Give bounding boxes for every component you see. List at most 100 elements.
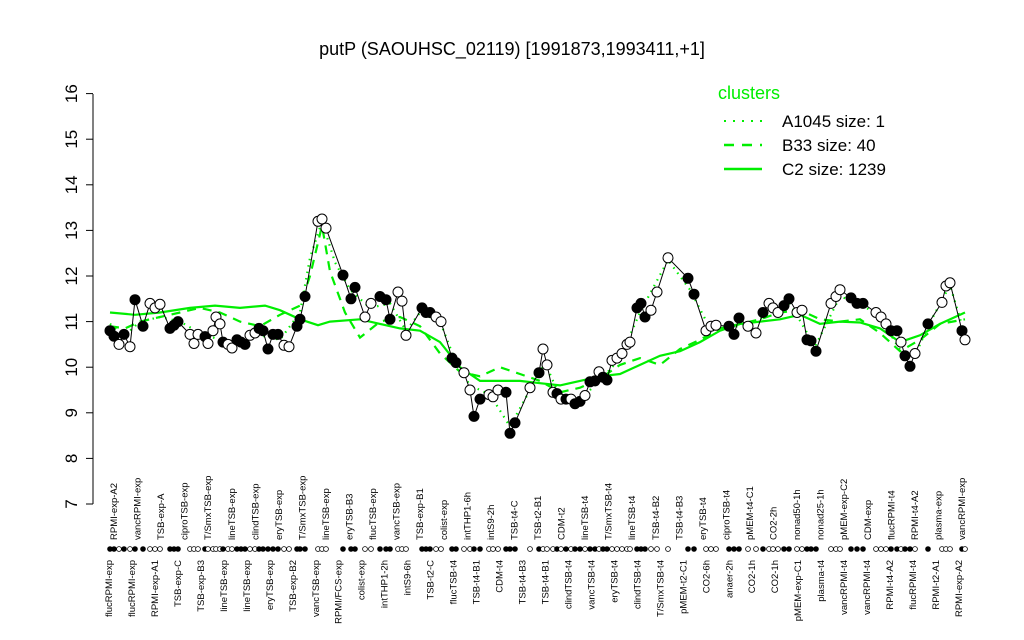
y-tick-label: 7 [62, 499, 81, 508]
rug-mark [962, 546, 968, 552]
sample-label: lineTSB-t4 [580, 496, 591, 540]
rug-mark [609, 546, 615, 552]
rug-mark [577, 546, 583, 552]
data-point [129, 294, 141, 306]
sample-label: colist-exp [439, 500, 450, 540]
rug-mark [786, 546, 792, 552]
sample-label: ciproTSB-exp [180, 482, 191, 540]
rug-mark [175, 546, 181, 552]
rug-mark [512, 546, 518, 552]
sample-label: lineTSB-exp [227, 488, 238, 540]
legend-title: clusters [718, 83, 780, 103]
chart-title: putP (SAOUHSC_02119) [1991873,1993411,+1… [319, 39, 705, 60]
rug-mark [731, 546, 737, 552]
sample-label: TSB-exp-B2 [288, 560, 299, 612]
data-point [345, 293, 357, 305]
rug-mark [848, 546, 854, 552]
sample-label: CDM-t2 [557, 507, 568, 540]
data-point [509, 417, 521, 429]
data-point [207, 325, 219, 337]
data-point [728, 328, 740, 340]
rug-mark [281, 546, 287, 552]
sample-label: flucRPMI-t4 [908, 560, 919, 610]
data-point [624, 336, 636, 348]
sample-label: TSB-t4-B2 [651, 496, 662, 540]
rug-mark [247, 546, 253, 552]
data-point [283, 341, 295, 353]
sample-label: intS9-2h [486, 505, 497, 540]
y-tick-label: 11 [62, 313, 81, 331]
sample-label: anaer-2h [724, 560, 735, 598]
sample-label: vancTSB-t4 [586, 560, 597, 610]
legend-label-a1045: A1045 size: 1 [782, 112, 885, 131]
rug-mark [490, 546, 496, 552]
sample-label: vancRPMI-exp [957, 478, 968, 540]
sample-label: lineTSB-exp [219, 560, 230, 612]
data-point [450, 357, 462, 369]
data-point [504, 427, 516, 439]
data-point [834, 284, 846, 296]
rug-mark [760, 546, 766, 552]
rug-mark [828, 546, 834, 552]
data-point [380, 294, 392, 306]
series-line-solid [109, 304, 966, 387]
sample-label: eryTSB-t4 [698, 497, 709, 540]
rug-mark [275, 546, 281, 552]
data-point [783, 293, 795, 305]
series-line-dotted [109, 217, 967, 429]
data-point [118, 328, 130, 340]
rug-mark [691, 546, 697, 552]
data-point [464, 384, 476, 396]
rug-mark [947, 546, 953, 552]
data-point [349, 281, 361, 293]
sample-label: TSB-t2-C [426, 560, 437, 600]
rug-mark [195, 546, 201, 552]
data-point [188, 338, 200, 349]
data-point [616, 348, 628, 359]
rug-mark [665, 546, 671, 552]
sample-label: ciproTSB-t4 [721, 490, 732, 540]
data-point [895, 336, 907, 348]
rug-mark [527, 546, 533, 552]
rug-mark [507, 546, 513, 552]
data-point [909, 348, 921, 359]
data-point [392, 286, 404, 298]
data-point [337, 269, 349, 281]
rug-mark [495, 546, 501, 552]
sample-label: T/SmxTSB-exp [203, 476, 214, 540]
rug-mark [229, 546, 235, 552]
data-point [742, 320, 754, 332]
rug-mark [286, 546, 292, 552]
cluster-lines [109, 217, 967, 429]
sample-label: CO2-1h [747, 560, 758, 593]
sample-label: eryTSB-B3 [345, 494, 356, 540]
sample-label: RPMI-exp-A2 [109, 483, 120, 540]
data-point [384, 313, 396, 325]
rug-mark [427, 546, 433, 552]
rug-mark [461, 546, 467, 552]
data-point [936, 296, 948, 308]
rug-mark [297, 546, 303, 552]
sample-label: TSB-t4-B1 [540, 560, 551, 604]
rug-mark [377, 546, 383, 552]
rug-mark [837, 546, 843, 552]
sample-label: lineTSB-t4 [627, 496, 638, 540]
rug-mark [912, 546, 918, 552]
y-tick-label: 14 [62, 175, 81, 194]
sample-label: TSB-t4-B3 [518, 560, 529, 604]
rug-mark [544, 546, 550, 552]
sample-label: TSB-exp-B1 [415, 488, 426, 540]
y-tick-label: 16 [62, 84, 81, 103]
data-point [635, 297, 647, 309]
data-point [682, 272, 694, 284]
sample-label: clindTSB-exp [250, 484, 261, 541]
sample-label: RPMI-exp-A2 [954, 560, 965, 617]
data-point [757, 307, 769, 318]
rug-mark [726, 546, 732, 552]
sample-label: pMEM-t2-C1 [678, 560, 689, 614]
data-point [645, 304, 657, 316]
sample-label: flucTSB-t4 [449, 560, 460, 604]
data-point [857, 297, 869, 309]
data-point [214, 318, 226, 330]
